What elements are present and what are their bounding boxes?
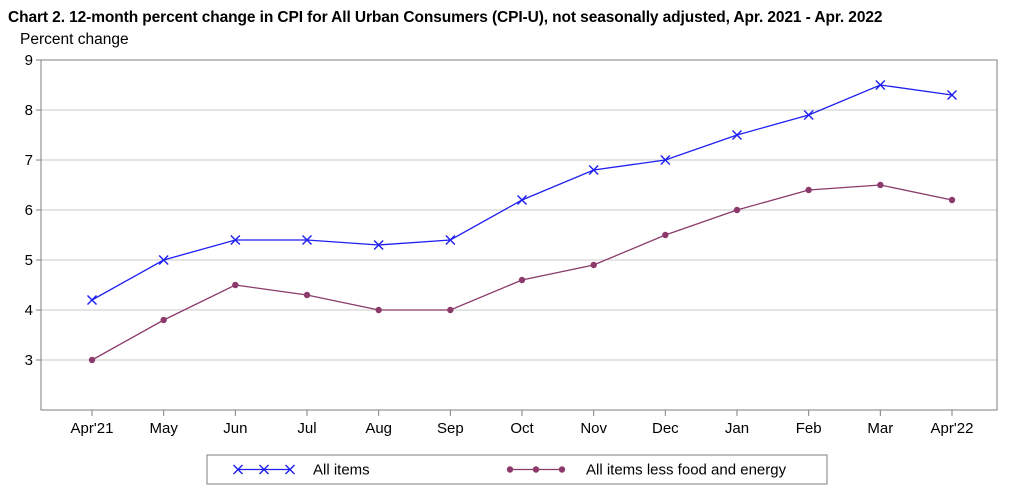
data-point <box>303 291 311 299</box>
data-point <box>803 110 814 120</box>
x-tick-label: Jul <box>297 420 316 437</box>
legend-label: All items less food and energy <box>586 462 787 479</box>
x-tick-label: Feb <box>796 420 822 437</box>
data-point <box>517 195 527 205</box>
legend-marker <box>506 466 514 473</box>
x-tick-label: Nov <box>580 420 607 437</box>
y-tick-label: 4 <box>25 302 33 319</box>
data-point <box>948 196 956 204</box>
data-point <box>732 130 742 140</box>
y-tick-label: 8 <box>25 102 33 119</box>
data-point <box>518 276 526 284</box>
x-tick-label: May <box>149 420 178 437</box>
data-point <box>590 261 597 269</box>
data-point <box>375 306 382 314</box>
x-tick-label: Oct <box>510 420 534 437</box>
series-line-2 <box>91 184 953 361</box>
legend-marker <box>558 466 566 473</box>
series-line-1 <box>91 84 953 301</box>
data-point <box>733 206 741 214</box>
data-point <box>588 165 599 175</box>
y-tick-label: 3 <box>25 352 33 369</box>
y-tick-label: 7 <box>25 152 33 169</box>
data-point <box>158 255 169 265</box>
x-tick-label: Jan <box>725 420 749 437</box>
data-point <box>947 90 957 100</box>
data-point <box>302 235 312 245</box>
x-tick-label: Sep <box>437 420 464 437</box>
data-point <box>88 356 96 364</box>
x-tick-label: Jun <box>223 420 247 437</box>
data-point <box>447 306 454 314</box>
data-point <box>660 155 671 165</box>
y-axis-label: Percent change <box>20 31 129 48</box>
x-tick-label: Aug <box>365 420 392 437</box>
legend-marker <box>285 464 295 475</box>
y-tick-label: 6 <box>25 202 33 219</box>
x-tick-label: Apr'22 <box>931 420 974 437</box>
data-point <box>805 186 812 194</box>
data-point <box>232 281 239 289</box>
x-tick-label: Mar <box>867 420 893 437</box>
plot-area <box>40 59 998 411</box>
y-tick-label: 5 <box>25 252 33 269</box>
legend-marker <box>532 466 540 473</box>
chart-title: Chart 2. 12-month percent change in CPI … <box>8 9 883 26</box>
data-point <box>445 235 456 245</box>
data-point <box>87 295 97 305</box>
x-tick-label: Apr'21 <box>71 420 114 437</box>
legend-label: All items <box>313 462 370 479</box>
data-point <box>875 80 886 90</box>
data-point <box>230 235 241 245</box>
data-point <box>877 181 884 189</box>
y-tick-label: 9 <box>25 52 33 69</box>
legend-marker <box>259 464 269 475</box>
data-point <box>160 316 167 324</box>
x-tick-label: Dec <box>652 420 679 437</box>
data-point <box>662 231 669 239</box>
legend-marker <box>233 464 243 475</box>
data-point <box>373 240 384 250</box>
